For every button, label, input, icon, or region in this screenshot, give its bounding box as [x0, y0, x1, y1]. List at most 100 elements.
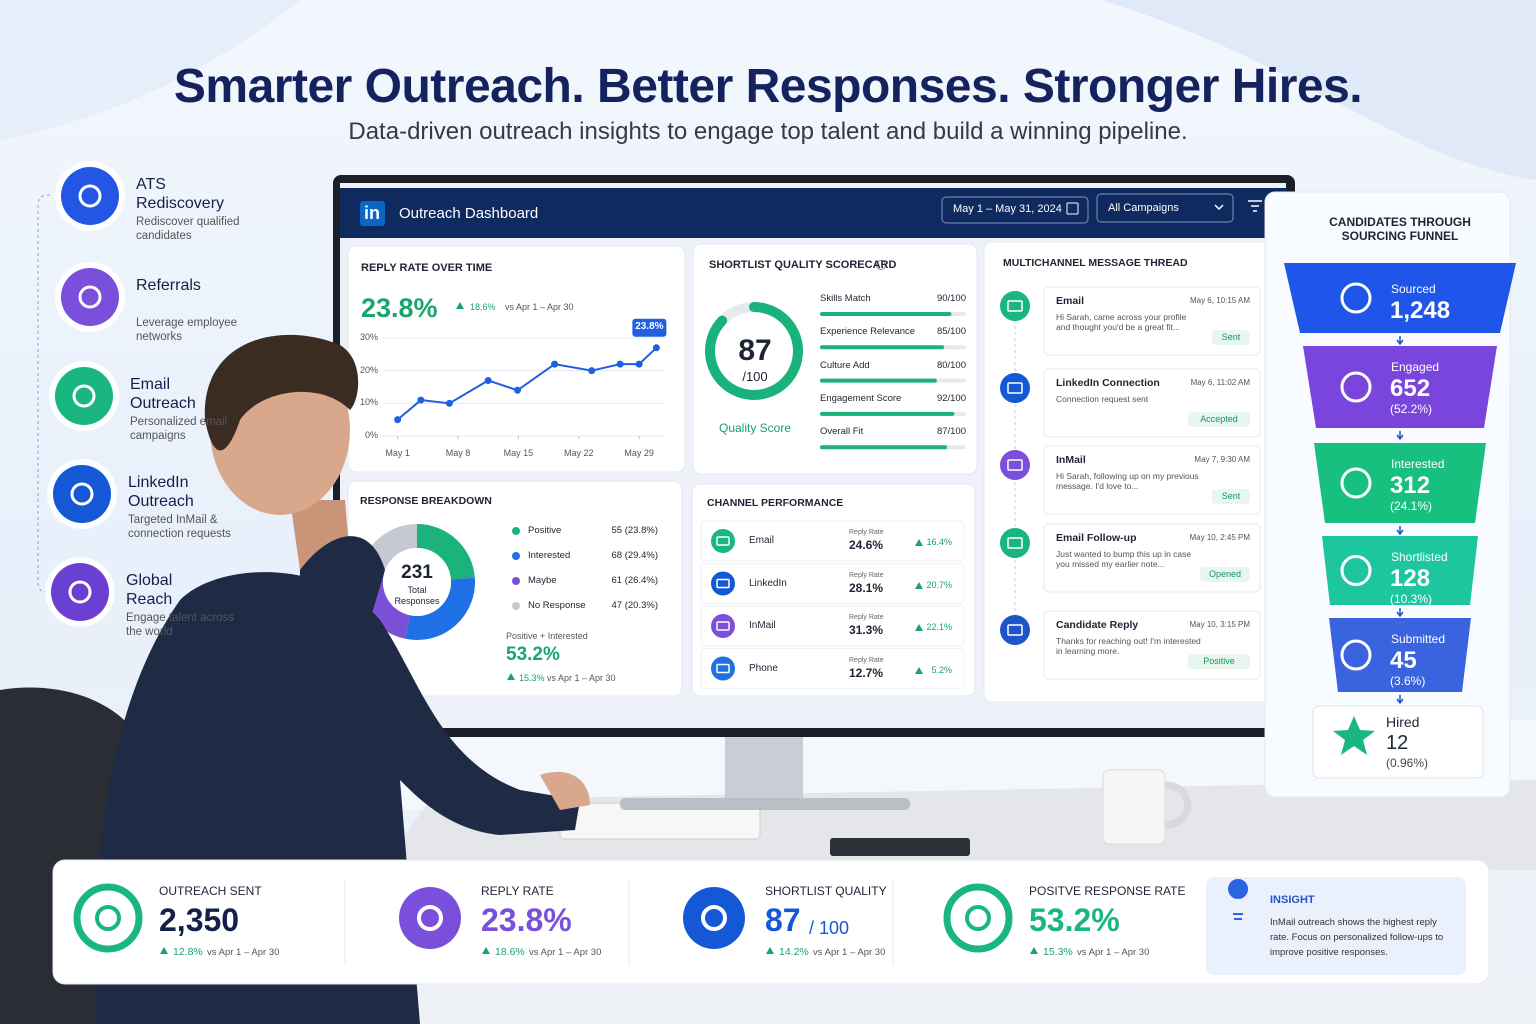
value-label: 47 (20.3%): [611, 600, 658, 611]
metric-label: 90/100: [936, 293, 966, 304]
legend-dot: [512, 577, 520, 585]
change: 20.7%: [926, 579, 952, 590]
message-text: Thanks for reaching out! I'm interested …: [1056, 636, 1201, 657]
message-icon: [1000, 373, 1030, 403]
comparison: vs Apr 1 – Apr 30: [1077, 947, 1150, 958]
row: [700, 648, 965, 689]
status: Opened: [1208, 569, 1242, 579]
kpi-value: 87: [765, 902, 801, 938]
message-text: Hi Sarah, following up on my previous me…: [1056, 471, 1199, 492]
dashboard-header: [340, 188, 1286, 238]
channel-icon: [711, 571, 735, 596]
stage-icon: [1340, 639, 1372, 671]
x-tick-label: May 22: [563, 448, 594, 458]
feature-title: Referrals: [136, 277, 201, 294]
feature-icon: [51, 563, 109, 621]
y-tick-label: 0%: [364, 430, 378, 440]
panel-title: SHORTLIST QUALITY SCORECARD: [709, 259, 897, 271]
comparison: vs Apr 1 – Apr 30: [547, 673, 616, 683]
message-time: May 6, 11:02 AM: [1190, 378, 1250, 387]
status: Sent: [1221, 332, 1241, 342]
message-time: May 10, 3:15 PM: [1189, 620, 1250, 629]
rate: 24.6%: [849, 538, 884, 552]
comparison: vs Apr 1 – Apr 30: [207, 947, 280, 958]
calendar-icon: [1066, 202, 1079, 215]
up-arrow: [766, 947, 774, 954]
change: 16.4%: [926, 537, 952, 547]
message-title: Email: [1056, 295, 1085, 307]
change: 22.1%: [926, 622, 952, 632]
mug: [1102, 769, 1166, 845]
metric-label: Reply Rate: [849, 614, 884, 621]
feature-description: Personalized email campaigns: [130, 416, 228, 442]
stage-name: Submitted: [1391, 632, 1446, 646]
arrow: [1396, 695, 1404, 705]
message-title: InMail: [1056, 454, 1086, 466]
up-arrow: [482, 947, 490, 954]
panel-title: MULTICHANNEL MESSAGE THREAD: [1003, 257, 1188, 269]
up-arrow: [160, 947, 168, 954]
message-card: [1043, 286, 1261, 356]
funnel-stage: [1314, 443, 1486, 523]
connector: [37, 194, 53, 593]
bar: [820, 312, 952, 316]
point: [394, 416, 402, 424]
change: 5.2%: [931, 664, 952, 675]
up-arrow: [507, 673, 515, 680]
status-pill: [1212, 330, 1250, 345]
feature-icon: [53, 465, 111, 523]
message-time: May 6, 10:15 AM: [1189, 296, 1250, 305]
logo: [360, 201, 385, 226]
info-icon: [876, 260, 886, 270]
stage-name: Interested: [1391, 457, 1445, 471]
arrow: [1396, 336, 1404, 346]
bulb: [1228, 879, 1249, 920]
point: [417, 396, 425, 404]
line: [396, 347, 658, 421]
message-title: Email Follow-up: [1056, 532, 1137, 544]
icon-glyph: [716, 536, 730, 546]
feature-description: Engage talent across the world: [126, 612, 235, 638]
feature-title: Email Outreach: [130, 376, 196, 413]
up-arrow: [915, 539, 923, 546]
message-text: Just wanted to bump this up in case you …: [1056, 549, 1192, 570]
page-subtitle: Data-driven outreach insights to engage …: [348, 118, 1188, 145]
arrow: [1396, 526, 1404, 536]
metric-name: Engagement Score: [820, 392, 902, 404]
campaign-select[interactable]: [1096, 193, 1234, 223]
feature-title: LinkedIn Outreach: [128, 474, 194, 511]
kpi-unit: / 100: [809, 918, 850, 938]
y-tick-label: 10%: [359, 397, 378, 408]
feature-description: Leverage employee networks: [136, 317, 238, 343]
callout-text: 23.8%: [635, 320, 664, 332]
page-title: Smarter Outreach. Better Responses. Stro…: [173, 60, 1363, 113]
metric-label: 85/100: [936, 326, 966, 338]
point: [588, 367, 596, 375]
bar: [820, 445, 948, 450]
stage-share: (0.96%): [1386, 756, 1429, 770]
point: [635, 360, 643, 368]
message-icon: [1000, 528, 1030, 558]
panel: [692, 243, 978, 475]
kpi-bar: [52, 859, 1490, 985]
star: [1333, 716, 1375, 755]
panel-title: RESPONSE BREAKDOWN: [360, 495, 492, 507]
metric-label: 92/100: [936, 392, 966, 404]
monitor-base: [620, 798, 910, 810]
legend-dot: [512, 552, 520, 560]
summary-value: 53.2%: [506, 644, 560, 665]
legend-label: Interested: [528, 550, 571, 561]
icon-glyph: [716, 663, 730, 674]
stage-name: Shortlisted: [1391, 550, 1448, 564]
status-pill: [1188, 412, 1250, 427]
score: 87: [738, 334, 772, 367]
stage-share: (24.1%): [1390, 499, 1433, 513]
bar: [820, 378, 937, 383]
icon-glyph: [1007, 459, 1023, 471]
message-title: Candidate Reply: [1056, 619, 1139, 631]
insight-text: InMail outreach shows the highest reply …: [1270, 917, 1444, 959]
status-pill: [1200, 567, 1250, 582]
kpi-icon: [399, 887, 461, 949]
